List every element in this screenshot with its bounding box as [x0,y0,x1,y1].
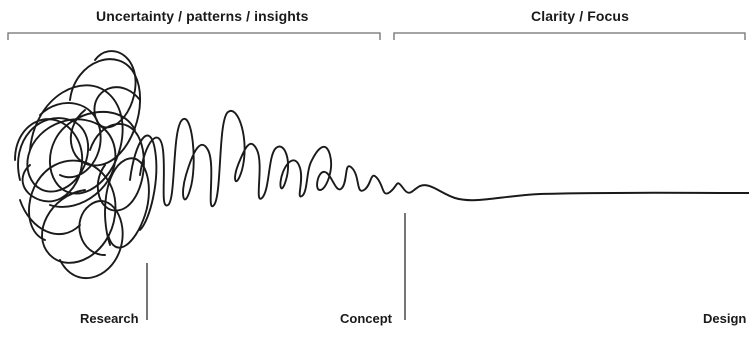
uncertainty-bracket [7,32,381,40]
concept-loops [139,109,421,208]
stage-label-design: Design [703,311,747,326]
phase-label-uncertainty: Uncertainty / patterns / insights [96,8,309,24]
clarity-bracket [393,32,746,40]
research-tangle [14,50,158,279]
focus-line [419,184,749,202]
stage-label-concept: Concept [340,311,392,326]
phase-label-clarity: Clarity / Focus [531,8,629,24]
stage-label-research: Research [80,311,139,326]
